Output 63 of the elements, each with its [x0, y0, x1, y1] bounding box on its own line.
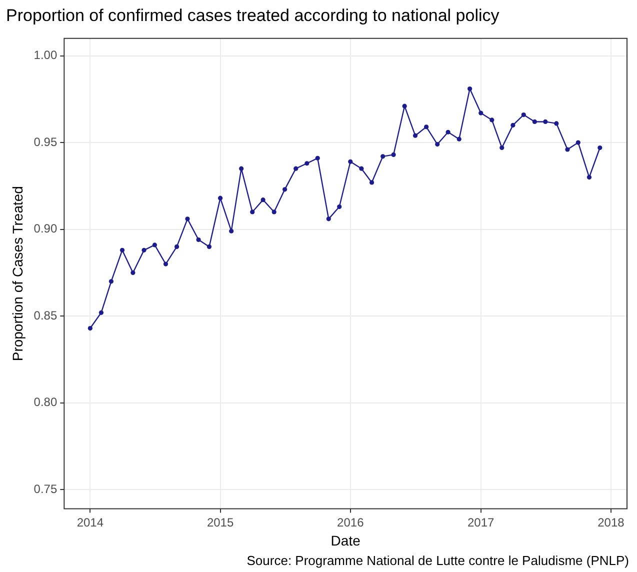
- point: [206, 244, 212, 249]
- x-axis-title: Date: [330, 532, 361, 548]
- y-tick-label: 0.85: [34, 308, 58, 322]
- point: [229, 228, 234, 234]
- point: [272, 210, 276, 214]
- point: [490, 118, 494, 122]
- point: [391, 152, 396, 157]
- point: [88, 326, 92, 331]
- point: [239, 166, 244, 171]
- point: [130, 270, 136, 276]
- point: [348, 159, 353, 164]
- x-tick-label: 2015: [206, 515, 234, 530]
- point: [326, 216, 331, 222]
- point: [402, 104, 407, 108]
- point: [565, 147, 570, 152]
- point: [424, 124, 429, 130]
- point: [282, 187, 288, 192]
- point: [456, 136, 462, 142]
- point: [521, 112, 526, 118]
- point: [532, 119, 537, 124]
- point: [250, 210, 255, 214]
- point: [152, 242, 157, 248]
- point: [500, 145, 504, 150]
- x-tick-label: 2018: [598, 515, 625, 530]
- point: [554, 121, 559, 126]
- x-tick-label: 2017: [468, 515, 495, 530]
- point: [468, 86, 472, 92]
- point: [369, 180, 374, 185]
- y-tick-label: 1.00: [34, 48, 58, 62]
- chart-title: Proportion of confirmed cases treated according to national policy: [6, 6, 500, 25]
- point: [586, 174, 592, 180]
- point: [108, 279, 114, 284]
- point: [304, 161, 310, 166]
- point: [218, 196, 223, 200]
- point: [359, 166, 364, 171]
- point: [412, 133, 418, 138]
- point: [337, 204, 342, 210]
- point: [543, 119, 548, 124]
- point: [478, 110, 484, 116]
- point: [260, 198, 266, 202]
- point: [120, 248, 125, 252]
- y-tick-label: 0.90: [34, 222, 58, 236]
- point: [294, 166, 298, 171]
- x-tick-label: 2014: [76, 515, 104, 530]
- y-tick-label: 0.75: [34, 482, 58, 496]
- point: [185, 216, 190, 222]
- point: [196, 237, 201, 242]
- point: [98, 310, 104, 315]
- x-tick-label: 2016: [337, 515, 364, 530]
- y-tick-label: 0.80: [34, 395, 58, 410]
- point: [315, 156, 320, 160]
- source-note: Source: Programme National de Lutte contre le Paludisme (PNLP): [246, 553, 629, 568]
- point: [446, 130, 450, 134]
- point: [142, 248, 146, 252]
- point: [380, 154, 386, 159]
- y-axis-title: Proportion of Cases Treated: [9, 186, 26, 362]
- point: [174, 244, 180, 249]
- point: [163, 262, 168, 266]
- point: [576, 140, 580, 145]
- point: [510, 122, 516, 128]
- point: [598, 145, 602, 150]
- y-tick-label: 0.95: [34, 134, 58, 149]
- point: [435, 142, 440, 147]
